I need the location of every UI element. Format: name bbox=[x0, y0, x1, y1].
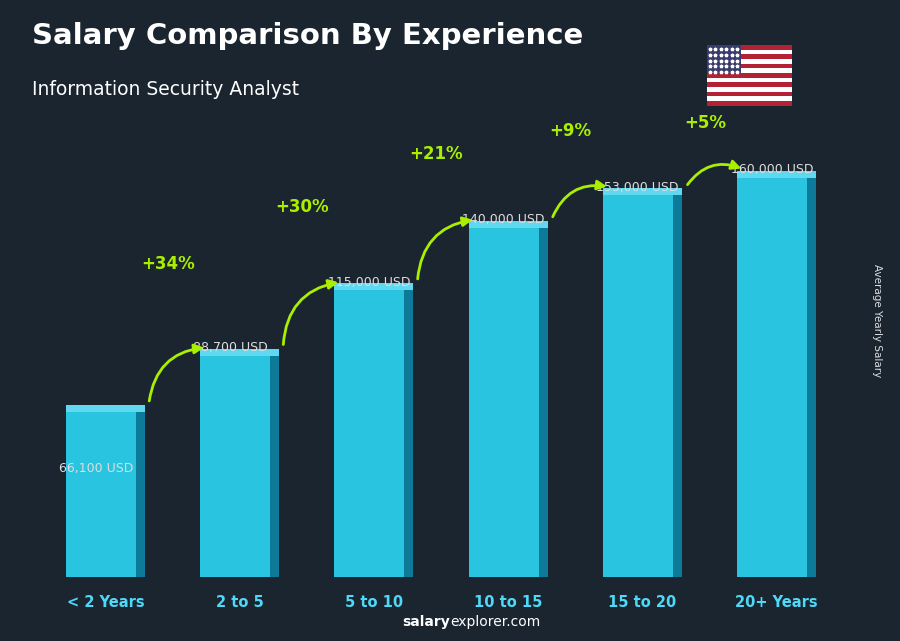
Text: 115,000 USD: 115,000 USD bbox=[328, 276, 410, 288]
Polygon shape bbox=[270, 356, 279, 577]
Text: 10 to 15: 10 to 15 bbox=[474, 595, 543, 610]
Polygon shape bbox=[538, 228, 547, 577]
Polygon shape bbox=[404, 290, 413, 577]
Bar bbox=[706, 45, 792, 49]
Text: explorer.com: explorer.com bbox=[450, 615, 540, 629]
FancyBboxPatch shape bbox=[66, 412, 136, 577]
Bar bbox=[706, 87, 792, 92]
Text: 20+ Years: 20+ Years bbox=[735, 595, 818, 610]
FancyBboxPatch shape bbox=[469, 228, 538, 577]
Text: +34%: +34% bbox=[141, 254, 195, 272]
FancyBboxPatch shape bbox=[335, 283, 413, 290]
Bar bbox=[706, 78, 792, 82]
FancyBboxPatch shape bbox=[603, 188, 682, 196]
Polygon shape bbox=[136, 412, 145, 577]
Bar bbox=[706, 69, 792, 73]
Text: Information Security Analyst: Information Security Analyst bbox=[32, 80, 299, 99]
Text: < 2 Years: < 2 Years bbox=[67, 595, 144, 610]
Polygon shape bbox=[673, 196, 682, 577]
Polygon shape bbox=[807, 178, 816, 577]
Bar bbox=[706, 92, 792, 96]
Bar bbox=[706, 45, 741, 73]
FancyBboxPatch shape bbox=[335, 290, 404, 577]
Text: Salary Comparison By Experience: Salary Comparison By Experience bbox=[32, 22, 583, 51]
Text: 88,700 USD: 88,700 USD bbox=[194, 341, 268, 354]
Text: +30%: +30% bbox=[275, 198, 329, 216]
Text: 66,100 USD: 66,100 USD bbox=[59, 462, 133, 475]
FancyBboxPatch shape bbox=[603, 196, 673, 577]
Text: 153,000 USD: 153,000 USD bbox=[597, 181, 679, 194]
FancyBboxPatch shape bbox=[737, 171, 816, 178]
FancyBboxPatch shape bbox=[737, 178, 807, 577]
Bar bbox=[706, 54, 792, 59]
Text: 160,000 USD: 160,000 USD bbox=[731, 163, 813, 176]
FancyBboxPatch shape bbox=[66, 405, 145, 412]
Bar bbox=[706, 59, 792, 63]
Bar bbox=[706, 96, 792, 101]
Bar bbox=[706, 101, 792, 106]
Text: +9%: +9% bbox=[550, 122, 592, 140]
Bar bbox=[706, 63, 792, 69]
Bar bbox=[706, 73, 792, 78]
Text: 15 to 20: 15 to 20 bbox=[608, 595, 677, 610]
FancyBboxPatch shape bbox=[200, 349, 279, 356]
Text: salary: salary bbox=[402, 615, 450, 629]
Text: 5 to 10: 5 to 10 bbox=[345, 595, 403, 610]
Text: +5%: +5% bbox=[684, 113, 726, 131]
Text: 140,000 USD: 140,000 USD bbox=[462, 213, 544, 226]
Text: +21%: +21% bbox=[410, 145, 464, 163]
Text: Average Yearly Salary: Average Yearly Salary bbox=[872, 264, 883, 377]
FancyBboxPatch shape bbox=[200, 356, 270, 577]
Text: 2 to 5: 2 to 5 bbox=[216, 595, 264, 610]
Bar bbox=[706, 49, 792, 54]
FancyBboxPatch shape bbox=[469, 221, 547, 228]
Bar bbox=[706, 82, 792, 87]
